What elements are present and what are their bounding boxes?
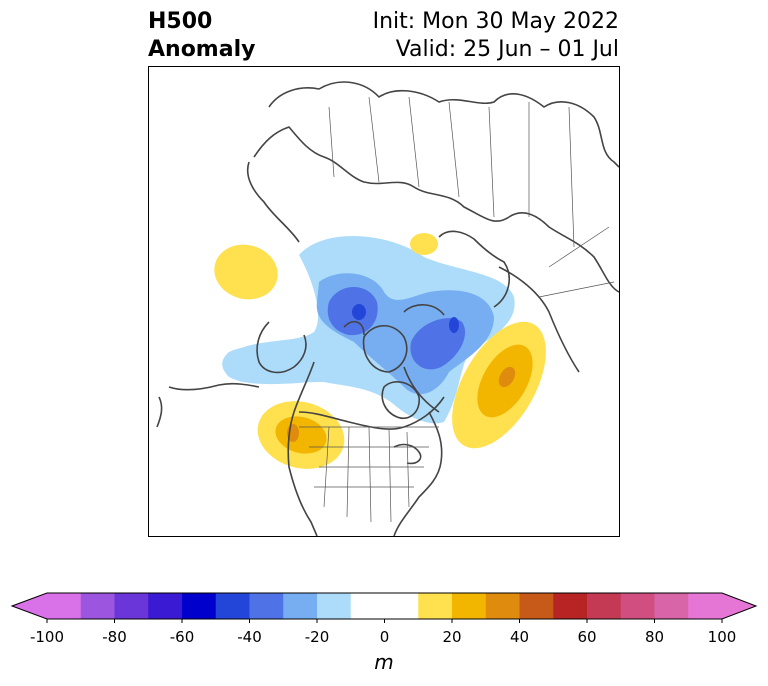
- colorbar-tick-label: 80: [644, 628, 665, 646]
- colorbar-segment: [317, 593, 352, 619]
- colorbar-segment: [688, 593, 723, 619]
- colorbar-tick-label: 20: [442, 628, 462, 646]
- colorbar-tick-label: -60: [169, 628, 195, 646]
- map-panel: [148, 66, 620, 537]
- colorbar-segment: [182, 593, 217, 619]
- colorbar-under-extension: [12, 593, 47, 619]
- map-subtitle: Init: Mon 30 May 2022 Valid: 25 Jun – 01…: [373, 8, 619, 64]
- colorbar-segment: [485, 593, 520, 619]
- negative-anomaly-peak-hudson: [449, 317, 459, 333]
- colorbar-segment: [114, 593, 149, 619]
- init-date-label: Init: Mon 30 May 2022: [372, 9, 619, 34]
- colorbar-tick-label: 60: [577, 628, 597, 646]
- valid-date-label: Valid: 25 Jun – 01 Jul: [395, 37, 619, 62]
- colorbar-segment: [148, 593, 183, 619]
- polar-stereographic-map: [156, 81, 619, 536]
- positive-anomaly-scandinavia: [410, 233, 438, 255]
- map-title: H500 Anomaly: [148, 8, 255, 64]
- colorbar-segment: [519, 593, 554, 619]
- colorbar-segment: [587, 593, 622, 619]
- negative-anomaly-pacific: [222, 345, 318, 385]
- colorbar-segment: [452, 593, 487, 619]
- colorbar-segment: [80, 593, 115, 619]
- colorbar-segment: [47, 593, 82, 619]
- colorbar-segments: [10, 592, 758, 623]
- colorbar-segment: [553, 593, 588, 619]
- title-field: Anomaly: [148, 37, 256, 62]
- coastlines-and-borders: [156, 81, 619, 536]
- colorbar-segment: [418, 593, 453, 619]
- colorbar-segment: [249, 593, 284, 619]
- colorbar-tick-label: 100: [707, 628, 737, 646]
- positive-anomaly-atlantic-core: [498, 366, 516, 388]
- colorbar-segment: [654, 593, 689, 619]
- colorbar-segment: [350, 593, 419, 619]
- colorbar-units-label: m: [374, 650, 394, 674]
- anomaly-fill-layer: [214, 233, 546, 469]
- colorbar-tick-label: -40: [237, 628, 262, 646]
- positive-anomaly-siberia: [214, 244, 278, 300]
- colorbar-tick-label: 40: [509, 628, 530, 646]
- colorbar-segment: [620, 593, 655, 619]
- colorbar-tick-label: -80: [102, 628, 127, 646]
- colorbar-over-extension: [722, 593, 756, 619]
- colorbar-tick-label: 0: [379, 628, 390, 646]
- colorbar-tick-label: -20: [304, 628, 330, 646]
- state-borders: [299, 96, 615, 523]
- colorbar-segment: [215, 593, 250, 619]
- colorbar: [10, 592, 758, 623]
- title-variable: H500: [148, 9, 213, 34]
- colorbar-segment: [283, 593, 318, 619]
- colorbar-tick-label: -100: [29, 628, 65, 646]
- negative-anomaly-peak-arctic: [352, 304, 366, 320]
